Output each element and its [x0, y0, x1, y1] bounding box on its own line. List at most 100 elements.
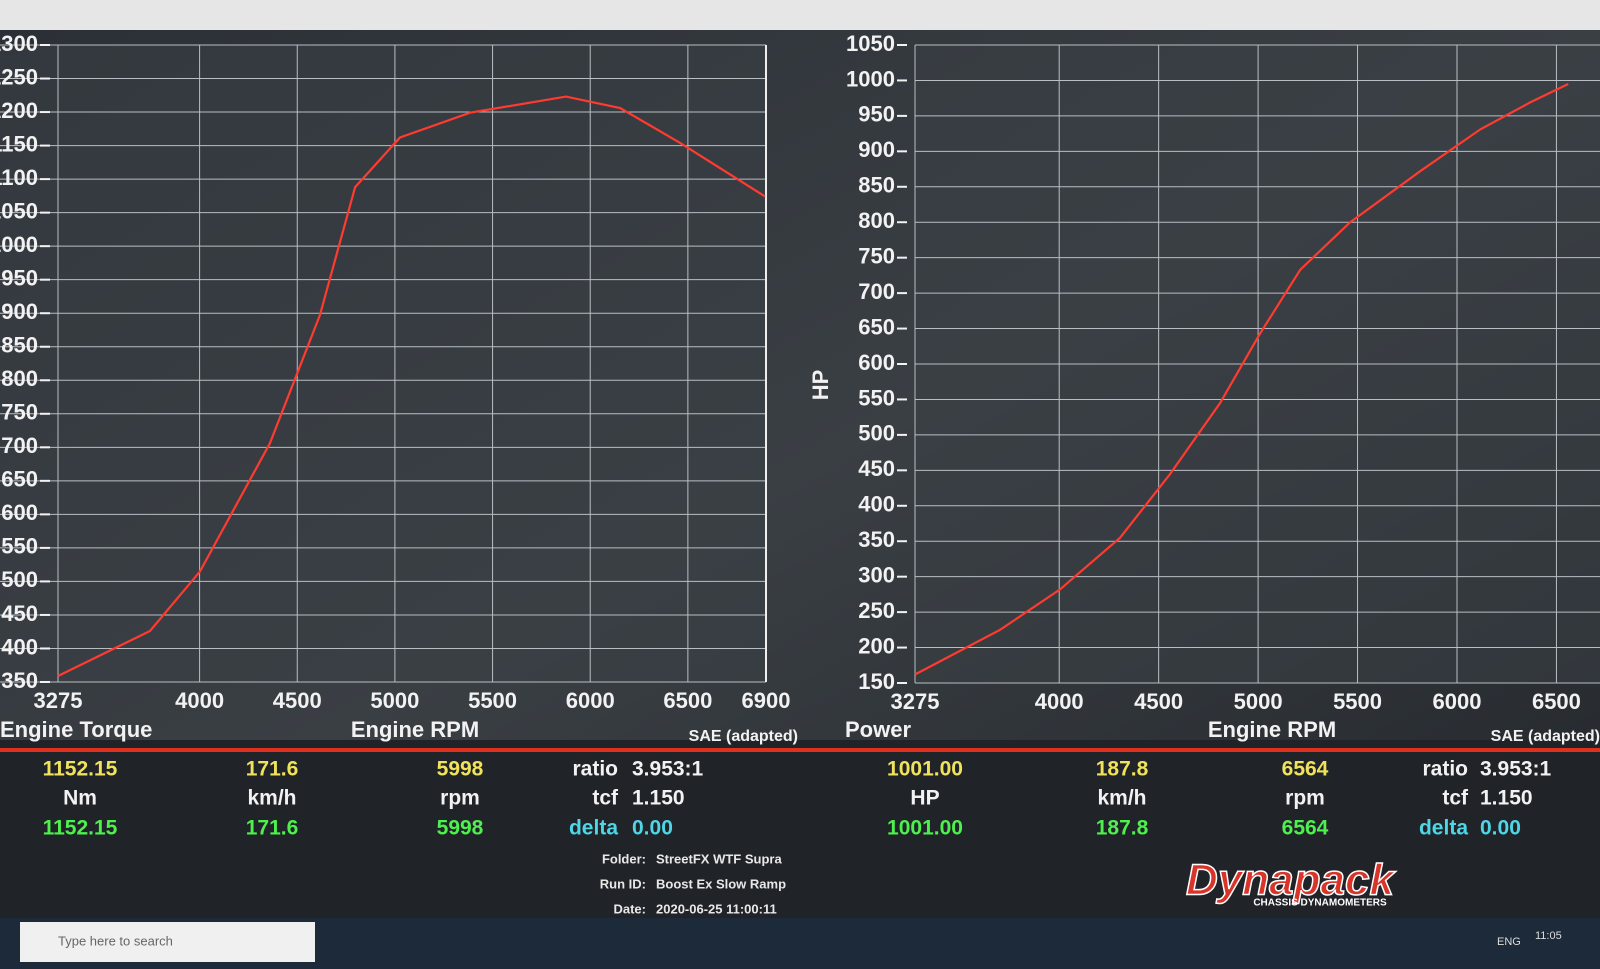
- run-info-label: Run ID:: [600, 876, 646, 891]
- y-tick-label: 550: [858, 385, 895, 410]
- x-tick-label: 4000: [175, 688, 224, 713]
- readout: 1.150: [1480, 787, 1533, 810]
- readout: rpm: [440, 787, 480, 810]
- x-tick-label: 6900: [742, 688, 791, 713]
- y-tick-label: 750: [858, 243, 895, 268]
- language[interactable]: ENG: [1497, 936, 1521, 948]
- note: SAE (adapted): [689, 728, 798, 745]
- x-tick-label: 4500: [273, 688, 322, 713]
- y-tick-label: 250: [858, 598, 895, 623]
- y-tick-label: 400: [858, 492, 895, 517]
- readout: 0.00: [1480, 817, 1521, 840]
- readout: 1152.15: [43, 758, 118, 781]
- run-info-value: StreetFX WTF Supra: [656, 851, 782, 866]
- readout: 1152.15: [43, 817, 118, 840]
- y-tick-label: 500: [1, 567, 38, 592]
- search-box[interactable]: [20, 922, 315, 962]
- note: SAE (adapted): [1491, 728, 1600, 745]
- y-tick-label: 1200: [0, 98, 38, 123]
- readout: 6564: [1282, 817, 1329, 840]
- y-tick-label: 1050: [846, 31, 895, 56]
- x-tick-label: 6500: [1532, 689, 1581, 714]
- y-tick-label: 450: [1, 601, 38, 626]
- x-axis-label: Engine RPM: [351, 717, 479, 742]
- readout: 5998: [437, 758, 484, 781]
- plot: [0, 44, 767, 683]
- x-tick-label: 5000: [370, 688, 419, 713]
- readout: delta: [569, 817, 618, 840]
- readout: km/h: [247, 787, 296, 810]
- y-tick-label: 1000: [846, 66, 895, 91]
- y-tick-label: 700: [1, 433, 38, 458]
- chart-title: Engine Torque: [0, 717, 152, 742]
- data-line: [57, 95, 766, 677]
- y-tick-label: 850: [1, 333, 38, 358]
- x-tick-label: 4500: [1134, 689, 1183, 714]
- y-tick-label: 850: [858, 173, 895, 198]
- y-tick-label: 1050: [0, 198, 38, 223]
- y-axis-label: HP: [808, 370, 833, 401]
- run-info-label: Date:: [613, 901, 646, 916]
- y-tick-label: 1100: [0, 165, 38, 190]
- readout: 6564: [1282, 758, 1329, 781]
- run-info-value: 2020-06-25 11:00:11: [656, 901, 777, 916]
- logo-tagline: CHASSIS DYNAMOMETERS: [1253, 898, 1387, 909]
- readout: 171.6: [246, 817, 299, 840]
- readout: ratio: [572, 758, 618, 781]
- readout: 1001.00: [887, 817, 963, 840]
- readout-panel: [0, 740, 1600, 918]
- readout: Nm: [63, 787, 97, 810]
- readout: ratio: [1422, 758, 1468, 781]
- y-tick-label: 1000: [0, 232, 38, 257]
- x-tick-label: 3275: [891, 689, 940, 714]
- y-tick-label: 550: [1, 534, 38, 559]
- readout: 3.953:1: [632, 758, 704, 781]
- y-tick-label: 600: [858, 350, 895, 375]
- y-tick-label: 200: [858, 633, 895, 658]
- x-axis-label: Engine RPM: [1208, 717, 1336, 742]
- y-tick-label: 1250: [0, 64, 38, 89]
- run-info-label: Folder:: [602, 851, 646, 866]
- y-tick-label: 950: [858, 102, 895, 127]
- readout: 171.6: [246, 758, 299, 781]
- readout: rpm: [1285, 787, 1325, 810]
- x-tick-label: 5000: [1234, 689, 1283, 714]
- chart-title: Power: [845, 717, 911, 742]
- x-tick-label: 3275: [34, 688, 83, 713]
- plot: [914, 44, 1600, 684]
- x-tick-label: 6000: [566, 688, 615, 713]
- x-tick-label: 5500: [468, 688, 517, 713]
- y-tick-label: 500: [858, 421, 895, 446]
- y-tick-label: 650: [858, 314, 895, 339]
- logo: Dynapack: [1186, 856, 1396, 905]
- y-tick-label: 350: [858, 527, 895, 552]
- x-tick-label: 6500: [663, 688, 712, 713]
- y-tick-label: 650: [1, 467, 38, 492]
- y-tick-label: 950: [1, 265, 38, 290]
- readout: km/h: [1097, 787, 1146, 810]
- readout: 3.953:1: [1480, 758, 1552, 781]
- readout: HP: [910, 787, 939, 810]
- clock[interactable]: 11:05: [1535, 930, 1562, 942]
- y-tick-label: 700: [858, 279, 895, 304]
- y-tick-label: 600: [1, 500, 38, 525]
- y-tick-label: 1150: [0, 131, 38, 156]
- y-tick-label: 900: [1, 299, 38, 324]
- readout: 187.8: [1096, 817, 1149, 840]
- search-placeholder: Type here to search: [58, 933, 173, 948]
- x-tick-label: 4000: [1035, 689, 1084, 714]
- readout: 1.150: [632, 787, 685, 810]
- y-tick-label: 800: [858, 208, 895, 233]
- x-tick-label: 5500: [1333, 689, 1382, 714]
- plot-area: [0, 45, 766, 682]
- readout: tcf: [1442, 787, 1469, 810]
- y-tick-label: 150: [858, 669, 895, 694]
- y-tick-label: 300: [858, 562, 895, 587]
- y-tick-label: 800: [1, 366, 38, 391]
- run-info-value: Boost Ex Slow Ramp: [656, 876, 786, 891]
- y-tick-label: 350: [1, 668, 38, 693]
- y-tick-label: 1300: [0, 31, 38, 56]
- readout: 187.8: [1096, 758, 1149, 781]
- y-tick-label: 400: [1, 634, 38, 659]
